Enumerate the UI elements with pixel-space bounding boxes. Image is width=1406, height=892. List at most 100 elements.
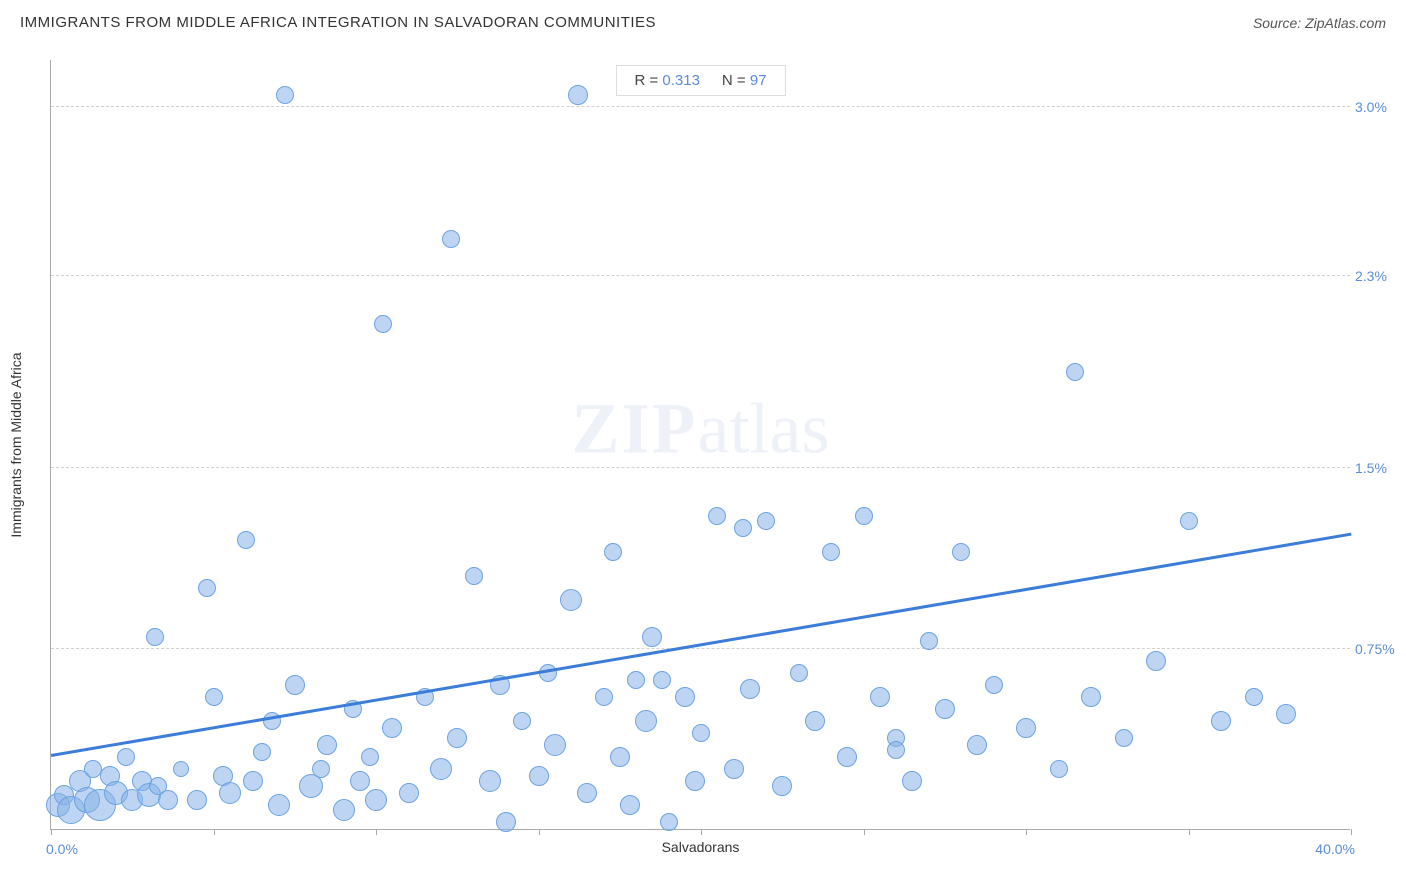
scatter-point[interactable] <box>1276 704 1296 724</box>
scatter-point[interactable] <box>675 687 695 707</box>
scatter-point[interactable] <box>577 783 597 803</box>
scatter-point[interactable] <box>430 758 452 780</box>
scatter-point[interactable] <box>447 728 467 748</box>
scatter-point[interactable] <box>243 771 263 791</box>
scatter-chart: ZIPatlas R = 0.313 N = 97 0.75%1.5%2.3%3… <box>50 60 1350 830</box>
watermark: ZIPatlas <box>572 388 830 471</box>
scatter-point[interactable] <box>219 782 241 804</box>
scatter-point[interactable] <box>268 794 290 816</box>
y-tick-label: 2.3% <box>1355 268 1405 284</box>
scatter-point[interactable] <box>312 760 330 778</box>
scatter-point[interactable] <box>627 671 645 689</box>
scatter-point[interactable] <box>382 718 402 738</box>
scatter-point[interactable] <box>158 790 178 810</box>
scatter-point[interactable] <box>692 724 710 742</box>
scatter-point[interactable] <box>560 589 582 611</box>
scatter-point[interactable] <box>952 543 970 561</box>
scatter-point[interactable] <box>361 748 379 766</box>
scatter-point[interactable] <box>805 711 825 731</box>
scatter-point[interactable] <box>1245 688 1263 706</box>
y-tick-label: 1.5% <box>1355 460 1405 476</box>
scatter-point[interactable] <box>604 543 622 561</box>
scatter-point[interactable] <box>595 688 613 706</box>
x-tick <box>701 829 702 835</box>
scatter-point[interactable] <box>173 761 189 777</box>
gridline: 0.75% <box>51 648 1350 649</box>
scatter-point[interactable] <box>205 688 223 706</box>
scatter-point[interactable] <box>708 507 726 525</box>
gridline: 2.3% <box>51 275 1350 276</box>
scatter-point[interactable] <box>1016 718 1036 738</box>
scatter-point[interactable] <box>887 741 905 759</box>
scatter-point[interactable] <box>837 747 857 767</box>
source-value: ZipAtlas.com <box>1305 15 1386 31</box>
scatter-point[interactable] <box>772 776 792 796</box>
scatter-point[interactable] <box>350 771 370 791</box>
x-tick <box>1026 829 1027 835</box>
scatter-point[interactable] <box>1081 687 1101 707</box>
scatter-point[interactable] <box>855 507 873 525</box>
scatter-point[interactable] <box>653 671 671 689</box>
x-tick <box>51 829 52 835</box>
x-tick <box>376 829 377 835</box>
scatter-point[interactable] <box>479 770 501 792</box>
scatter-point[interactable] <box>1146 651 1166 671</box>
scatter-point[interactable] <box>442 230 460 248</box>
y-tick-label: 3.0% <box>1355 99 1405 115</box>
scatter-point[interactable] <box>374 315 392 333</box>
source-label: Source: <box>1253 15 1305 31</box>
scatter-point[interactable] <box>985 676 1003 694</box>
scatter-point[interactable] <box>685 771 705 791</box>
scatter-point[interactable] <box>642 627 662 647</box>
scatter-point[interactable] <box>276 86 294 104</box>
scatter-point[interactable] <box>529 766 549 786</box>
x-tick <box>864 829 865 835</box>
scatter-point[interactable] <box>870 687 890 707</box>
scatter-point[interactable] <box>1050 760 1068 778</box>
scatter-point[interactable] <box>513 712 531 730</box>
scatter-point[interactable] <box>610 747 630 767</box>
scatter-point[interactable] <box>967 735 987 755</box>
scatter-point[interactable] <box>187 790 207 810</box>
chart-title: IMMIGRANTS FROM MIDDLE AFRICA INTEGRATIO… <box>20 14 656 31</box>
scatter-point[interactable] <box>790 664 808 682</box>
scatter-point[interactable] <box>198 579 216 597</box>
scatter-point[interactable] <box>146 628 164 646</box>
scatter-point[interactable] <box>902 771 922 791</box>
scatter-point[interactable] <box>920 632 938 650</box>
scatter-point[interactable] <box>757 512 775 530</box>
x-tick <box>1189 829 1190 835</box>
stats-box: R = 0.313 N = 97 <box>615 65 785 96</box>
scatter-point[interactable] <box>1180 512 1198 530</box>
scatter-point[interactable] <box>365 789 387 811</box>
scatter-point[interactable] <box>635 710 657 732</box>
r-value: 0.313 <box>662 72 700 89</box>
header: IMMIGRANTS FROM MIDDLE AFRICA INTEGRATIO… <box>20 14 1386 31</box>
scatter-point[interactable] <box>237 531 255 549</box>
x-min-label: 0.0% <box>46 841 78 857</box>
scatter-point[interactable] <box>724 759 744 779</box>
scatter-point[interactable] <box>544 734 566 756</box>
watermark-atlas: atlas <box>698 389 830 469</box>
scatter-point[interactable] <box>1115 729 1133 747</box>
x-tick <box>539 829 540 835</box>
scatter-point[interactable] <box>465 567 483 585</box>
scatter-point[interactable] <box>620 795 640 815</box>
scatter-point[interactable] <box>317 735 337 755</box>
scatter-point[interactable] <box>1066 363 1084 381</box>
scatter-point[interactable] <box>740 679 760 699</box>
scatter-point[interactable] <box>496 812 516 832</box>
y-tick-label: 0.75% <box>1355 641 1405 657</box>
scatter-point[interactable] <box>399 783 419 803</box>
scatter-point[interactable] <box>734 519 752 537</box>
scatter-point[interactable] <box>935 699 955 719</box>
x-tick <box>214 829 215 835</box>
scatter-point[interactable] <box>1211 711 1231 731</box>
scatter-point[interactable] <box>568 85 588 105</box>
scatter-point[interactable] <box>117 748 135 766</box>
scatter-point[interactable] <box>822 543 840 561</box>
scatter-point[interactable] <box>285 675 305 695</box>
scatter-point[interactable] <box>253 743 271 761</box>
scatter-point[interactable] <box>660 813 678 831</box>
scatter-point[interactable] <box>333 799 355 821</box>
